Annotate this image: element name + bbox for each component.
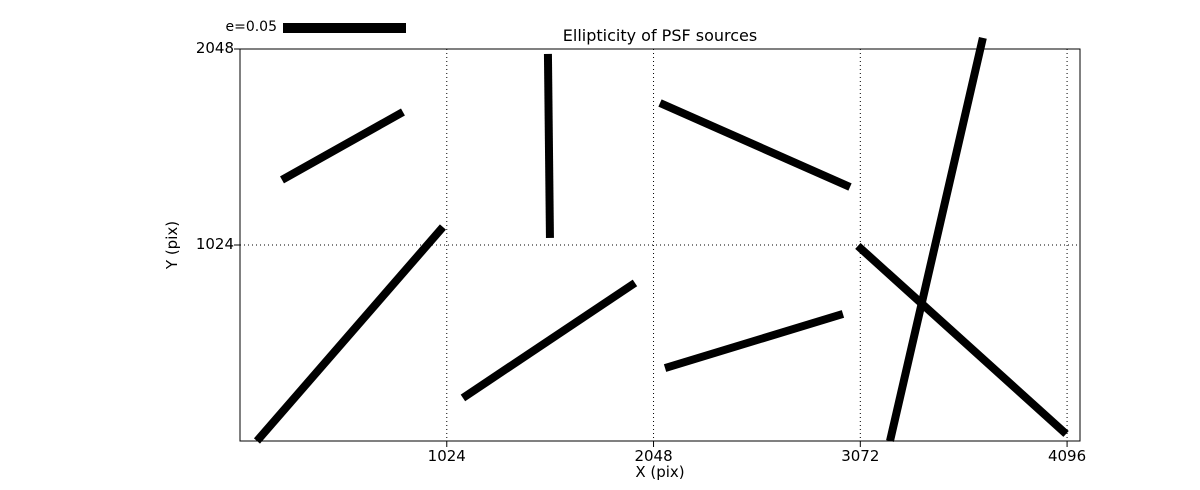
- x-axis-label: X (pix): [635, 463, 685, 481]
- x-tick-label: 4096: [1047, 447, 1087, 465]
- x-tick-label: 1024: [427, 447, 466, 465]
- whisker-segment: [543, 53, 554, 238]
- y-tick-label: 1024: [195, 235, 234, 253]
- chart-title: Ellipticity of PSF sources: [562, 26, 758, 45]
- whisker-segment: [658, 99, 852, 191]
- whisker-segment: [460, 279, 638, 402]
- whisker-segment: [253, 224, 446, 444]
- legend-label: e=0.05: [225, 19, 277, 35]
- x-tick-label: 3072: [841, 447, 880, 465]
- y-tick-label: 2048: [195, 39, 234, 57]
- legend-scale-bar: [283, 23, 406, 33]
- x-tick-label: 2048: [634, 447, 673, 465]
- whisker-segment: [886, 37, 987, 442]
- whisker-segment: [663, 310, 845, 372]
- whisker-segment: [855, 242, 1069, 437]
- whisker-segment: [280, 108, 405, 184]
